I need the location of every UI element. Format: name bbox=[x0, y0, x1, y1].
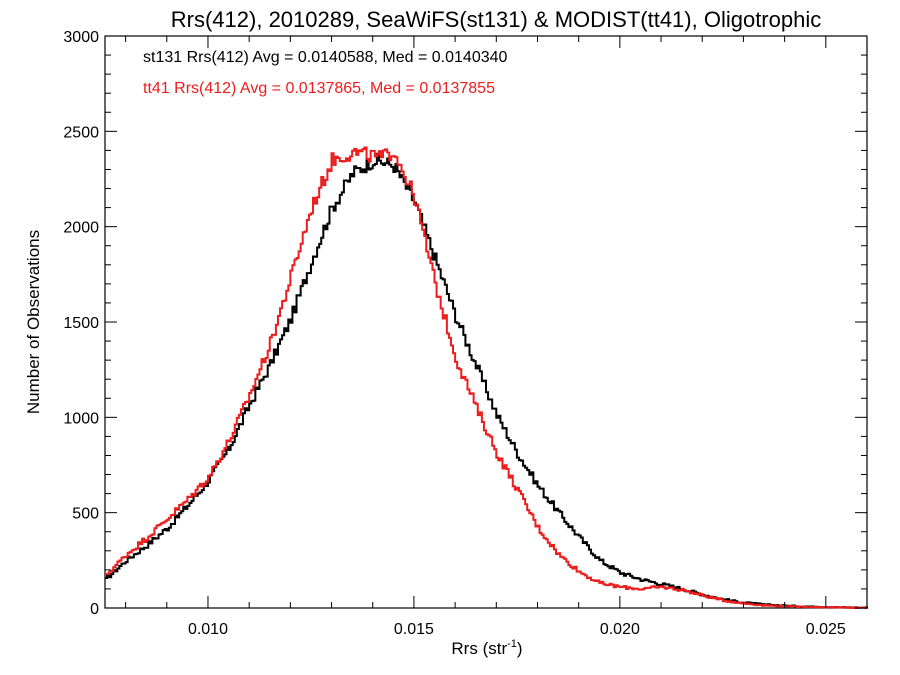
y-tick-label: 2500 bbox=[63, 124, 99, 141]
x-tick-label: 0.015 bbox=[394, 621, 434, 638]
plot-frame bbox=[104, 35, 868, 609]
series-layer bbox=[105, 146, 868, 609]
y-tick-label: 1000 bbox=[63, 410, 99, 427]
y-tick-label: 2000 bbox=[63, 220, 99, 237]
legend-entry-st131: st131 Rrs(412) Avg = 0.0140588, Med = 0.… bbox=[143, 49, 508, 66]
x-axis-label-main: Rrs (str bbox=[451, 639, 507, 658]
series-tt41-step-line bbox=[105, 146, 868, 609]
legend-entry-tt41: tt41 Rrs(412) Avg = 0.0137865, Med = 0.0… bbox=[143, 80, 495, 97]
y-tick-label: 0 bbox=[90, 601, 99, 618]
y-tick-label: 1500 bbox=[63, 315, 99, 332]
x-tick-label: 0.025 bbox=[806, 621, 846, 638]
x-axis-label-superscript: -1 bbox=[507, 638, 517, 650]
axes-layer: 0 500 1000 1500 2000 2500 3000 0.010 0.015 0.020 0… bbox=[63, 29, 868, 638]
y-axis-label: Number of Observations bbox=[24, 230, 43, 414]
y-tick-label: 500 bbox=[72, 506, 99, 523]
y-tick-label: 3000 bbox=[63, 29, 99, 46]
x-axis-label: Rrs (str-1) bbox=[451, 638, 522, 658]
x-axis-label-end: ) bbox=[517, 639, 523, 658]
x-tick-label: 0.020 bbox=[600, 621, 640, 638]
legend: st131 Rrs(412) Avg = 0.0140588, Med = 0.… bbox=[143, 49, 508, 97]
plot-area bbox=[104, 35, 868, 609]
chart-title: Rrs(412), 2010289, SeaWiFS(st131) & MODI… bbox=[171, 7, 821, 32]
x-tick-label: 0.010 bbox=[188, 621, 228, 638]
series-st131-step-line bbox=[105, 152, 868, 609]
